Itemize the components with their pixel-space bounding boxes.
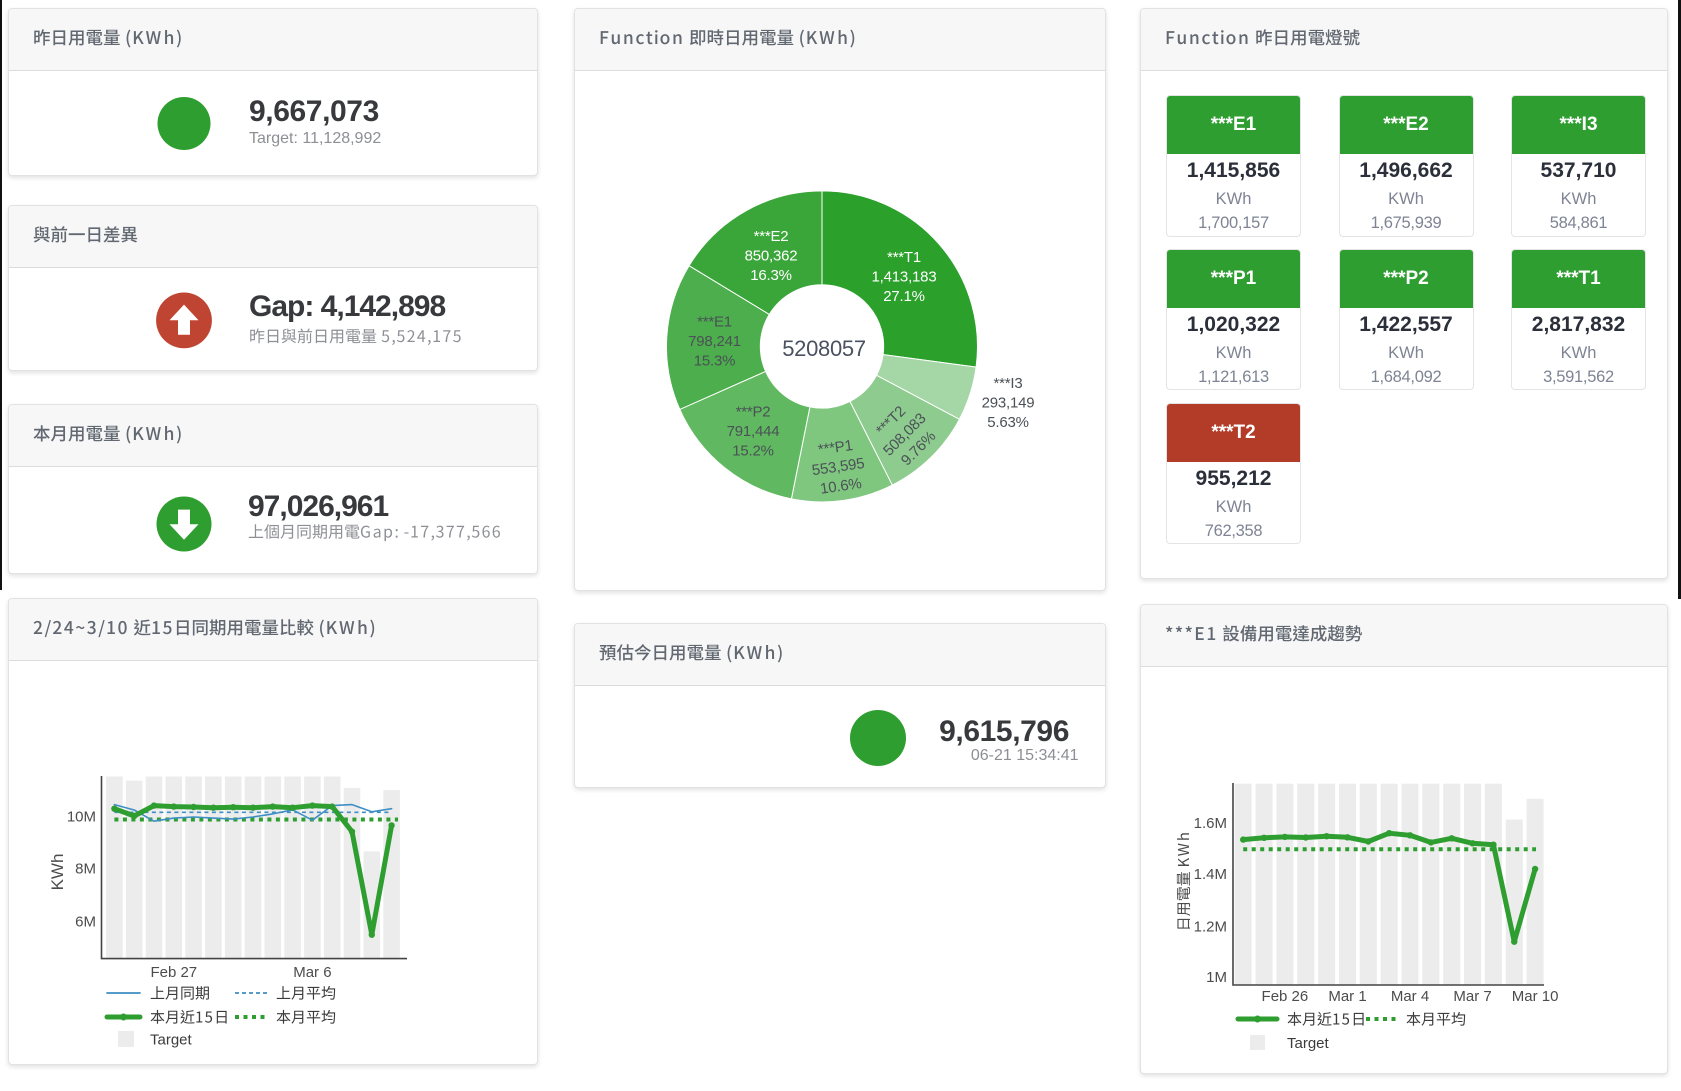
svg-text:16.3%: 16.3% — [750, 267, 792, 284]
svg-text:Mar 1: Mar 1 — [1328, 988, 1366, 1005]
svg-text:10M: 10M — [67, 809, 96, 826]
svg-text:Mar 6: Mar 6 — [293, 964, 331, 981]
svg-text:798,241: 798,241 — [688, 333, 741, 350]
svg-text:8M: 8M — [75, 861, 96, 878]
svg-text:850,362: 850,362 — [745, 248, 798, 265]
svg-text:KWh: KWh — [48, 854, 67, 891]
svg-text:Mar 7: Mar 7 — [1453, 988, 1491, 1005]
svg-text:Feb 27: Feb 27 — [150, 964, 197, 981]
svg-text:27.1%: 27.1% — [883, 288, 925, 305]
svg-text:***T1: ***T1 — [887, 249, 921, 266]
svg-text:Mar 4: Mar 4 — [1391, 988, 1429, 1005]
svg-text:***E2: ***E2 — [754, 228, 789, 245]
svg-text:5208057: 5208057 — [782, 336, 866, 361]
svg-text:293,149: 293,149 — [982, 395, 1035, 412]
svg-text:Mar 10: Mar 10 — [1512, 988, 1559, 1005]
svg-text:1.6M: 1.6M — [1194, 815, 1227, 832]
svg-text:10.6%: 10.6% — [819, 475, 863, 498]
svg-text:***E1: ***E1 — [697, 314, 732, 331]
svg-text:15.2%: 15.2% — [732, 443, 774, 460]
svg-text:15.3%: 15.3% — [694, 353, 736, 370]
svg-text:6M: 6M — [75, 913, 96, 930]
svg-text:***P1: ***P1 — [817, 437, 854, 459]
svg-text:1M: 1M — [1206, 969, 1227, 986]
svg-text:1,413,183: 1,413,183 — [872, 269, 937, 286]
svg-text:Feb 26: Feb 26 — [1262, 988, 1309, 1005]
svg-text:1.4M: 1.4M — [1194, 866, 1227, 883]
svg-text:5.63%: 5.63% — [987, 414, 1029, 431]
svg-text:Target: Target — [150, 1032, 193, 1049]
svg-text:***P2: ***P2 — [736, 404, 771, 421]
svg-text:1.2M: 1.2M — [1194, 919, 1227, 936]
svg-text:Target: Target — [1287, 1035, 1330, 1052]
svg-text:791,444: 791,444 — [727, 423, 780, 440]
svg-text:***I3: ***I3 — [993, 375, 1022, 392]
